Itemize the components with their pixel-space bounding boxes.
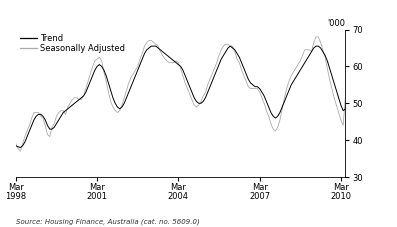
Legend: Trend, Seasonally Adjusted: Trend, Seasonally Adjusted: [17, 30, 128, 57]
Text: '000: '000: [328, 19, 345, 28]
Text: Source: Housing Finance, Australia (cat. no. 5609.0): Source: Housing Finance, Australia (cat.…: [16, 218, 200, 225]
